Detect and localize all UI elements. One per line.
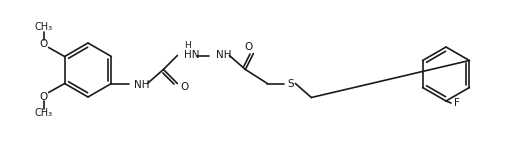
Text: O: O (40, 91, 48, 102)
Text: CH₃: CH₃ (34, 21, 53, 32)
Text: HN: HN (184, 50, 200, 59)
Text: F: F (454, 98, 460, 108)
Text: CH₃: CH₃ (34, 108, 53, 119)
Text: S: S (287, 79, 294, 88)
Text: O: O (40, 38, 48, 49)
Text: O: O (180, 82, 188, 91)
Text: NH: NH (135, 80, 150, 89)
Text: NH: NH (216, 50, 232, 59)
Text: H: H (184, 41, 191, 50)
Text: O: O (244, 41, 252, 52)
